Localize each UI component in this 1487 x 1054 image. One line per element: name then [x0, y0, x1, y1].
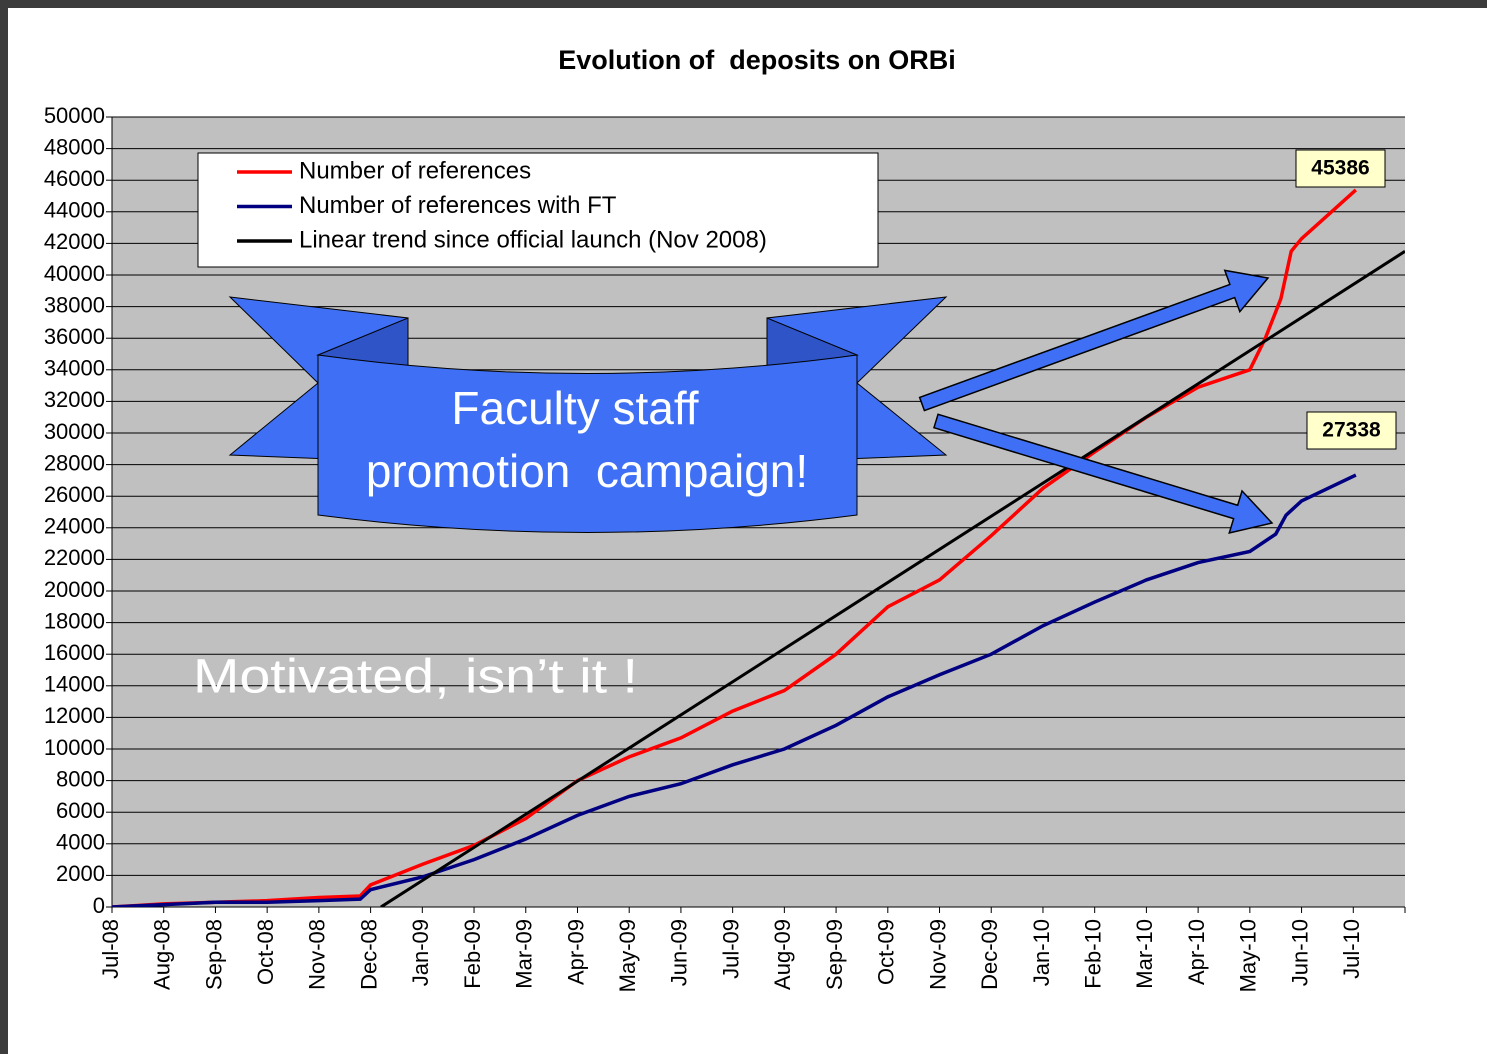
chart-title: Evolution of deposits on ORBi: [558, 45, 956, 75]
y-tick-label: 16000: [44, 640, 105, 665]
banner: [317, 354, 858, 533]
x-tick-label: Aug-08: [150, 919, 175, 990]
x-tick-label: Mar-09: [512, 919, 537, 989]
y-tick-label: 8000: [56, 766, 105, 791]
y-tick-label: 18000: [44, 608, 105, 633]
x-tick-label: Mar-10: [1132, 919, 1157, 989]
x-tick-label: Oct-09: [874, 919, 899, 985]
legend-box: [197, 152, 879, 268]
x-tick-label: Jun-10: [1287, 919, 1312, 986]
x-tick-label: Jul-10: [1339, 919, 1364, 979]
y-tick-label: 40000: [44, 261, 105, 286]
x-tick-label: May-10: [1236, 919, 1261, 992]
y-tick-label: 0: [93, 893, 105, 918]
x-tick-label: Dec-09: [977, 919, 1002, 990]
y-tick-label: 2000: [56, 861, 105, 886]
y-tick-label: 46000: [44, 166, 105, 191]
arrow: [918, 269, 1270, 412]
series-line: [112, 188, 1358, 907]
arrow: [933, 413, 1274, 535]
x-tick-label: Sep-09: [822, 919, 847, 990]
value-label: 27338: [1322, 419, 1381, 442]
series-line: [112, 473, 1357, 907]
y-tick-label: 44000: [44, 198, 105, 223]
y-tick-label: 26000: [44, 482, 105, 507]
value-label-box: [1306, 411, 1397, 450]
annotation: Motivated, isn’t it !: [193, 651, 638, 704]
x-tick-label: Nov-09: [925, 919, 950, 990]
value-label-box: [1295, 149, 1386, 188]
x-tick-label: Feb-09: [460, 919, 485, 989]
x-tick-label: Jan-09: [408, 919, 433, 986]
x-tick-label: Oct-08: [253, 919, 278, 985]
legend-label: Number of references: [299, 157, 531, 184]
y-tick-label: 38000: [44, 292, 105, 317]
legend-label: Number of references with FT: [299, 192, 617, 219]
x-tick-label: Jan-10: [1029, 919, 1054, 986]
y-tick-label: 6000: [56, 798, 105, 823]
x-tick-label: Jul-08: [98, 919, 123, 979]
x-tick-label: Sep-08: [201, 919, 226, 990]
y-tick-label: 42000: [44, 229, 105, 254]
x-tick-label: Nov-08: [305, 919, 330, 990]
y-tick-label: 10000: [44, 735, 105, 760]
banner-text: promotion campaign!: [366, 445, 808, 497]
y-tick-label: 32000: [44, 387, 105, 412]
y-tick-label: 50000: [44, 103, 105, 128]
x-tick-label: Feb-10: [1080, 919, 1105, 989]
y-tick-label: 14000: [44, 672, 105, 697]
y-tick-label: 48000: [44, 134, 105, 159]
y-tick-label: 28000: [44, 450, 105, 475]
y-tick-label: 36000: [44, 324, 105, 349]
series-line: [380, 250, 1405, 907]
legend-label: Linear trend since official launch (Nov …: [299, 226, 767, 253]
x-tick-label: Jul-09: [718, 919, 743, 979]
value-label: 45386: [1311, 157, 1369, 180]
y-tick-label: 12000: [44, 703, 105, 728]
y-tick-label: 4000: [56, 830, 105, 855]
y-tick-label: 22000: [44, 545, 105, 570]
x-tick-label: May-09: [615, 919, 640, 992]
x-tick-label: Apr-10: [1184, 919, 1209, 985]
y-tick-label: 20000: [44, 577, 105, 602]
x-tick-label: Aug-09: [770, 919, 795, 990]
y-tick-label: 30000: [44, 419, 105, 444]
banner-text: Faculty staff: [451, 382, 698, 434]
x-tick-label: Dec-08: [356, 919, 381, 990]
y-tick-label: 24000: [44, 514, 105, 539]
y-tick-label: 34000: [44, 356, 105, 381]
x-tick-label: Apr-09: [563, 919, 588, 985]
x-tick-label: Jun-09: [667, 919, 692, 986]
